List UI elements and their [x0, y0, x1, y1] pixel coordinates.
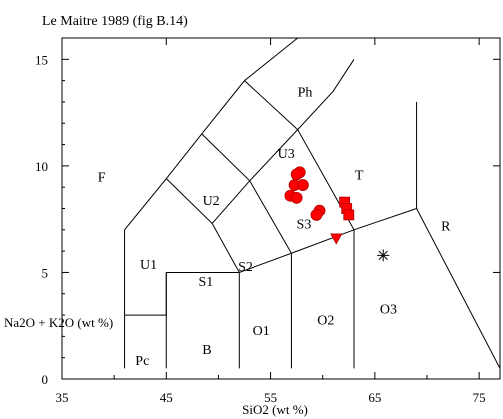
y-tick-label: 10	[35, 159, 48, 174]
chart-title: Le Maitre 1989 (fig B.14)	[42, 14, 188, 29]
field-label-o2: O2	[317, 313, 334, 328]
field-labels: Ph U3 T F U2 S3 R U1 S1 S2 O3 O2 O1 B Pc	[98, 85, 451, 369]
field-label-u1: U1	[140, 258, 157, 273]
asterisk-point	[377, 249, 389, 261]
y-tick-label: 15	[35, 52, 48, 67]
plot-frame	[62, 38, 500, 379]
field-label-ph: Ph	[298, 85, 313, 100]
field-label-pc: Pc	[135, 354, 149, 369]
x-tick-label: 45	[160, 390, 173, 405]
circle-point	[311, 209, 322, 220]
field-boundary-line	[202, 134, 292, 368]
circle-point	[297, 180, 308, 191]
field-label-s2: S2	[238, 260, 253, 275]
field-label-s3: S3	[297, 217, 312, 232]
plot-area-border	[62, 38, 500, 379]
field-label-f: F	[98, 171, 106, 186]
triangle-point	[331, 234, 342, 244]
field-label-t: T	[355, 168, 364, 183]
x-axis-label: SiO2 (wt %)	[242, 402, 308, 417]
x-tick-label: 65	[368, 390, 381, 405]
field-label-r: R	[441, 220, 451, 235]
field-label-s1: S1	[199, 275, 214, 290]
field-label-o3: O3	[380, 303, 397, 318]
y-tick-label: 0	[42, 372, 49, 387]
field-label-b: B	[202, 343, 211, 358]
field-boundary-line	[212, 130, 298, 224]
x-tick-label: 75	[473, 390, 486, 405]
x-tick-label: 35	[56, 390, 69, 405]
y-tick-label: 5	[42, 265, 49, 280]
data-points	[285, 167, 389, 262]
field-label-u2: U2	[203, 194, 220, 209]
field-label-o1: O1	[253, 324, 270, 339]
circle-point	[291, 192, 302, 203]
square-point	[344, 210, 354, 220]
field-label-u3: U3	[278, 147, 295, 162]
circle-point	[291, 169, 302, 180]
y-axis-label: Na2O + K2O (wt %)	[4, 315, 113, 330]
